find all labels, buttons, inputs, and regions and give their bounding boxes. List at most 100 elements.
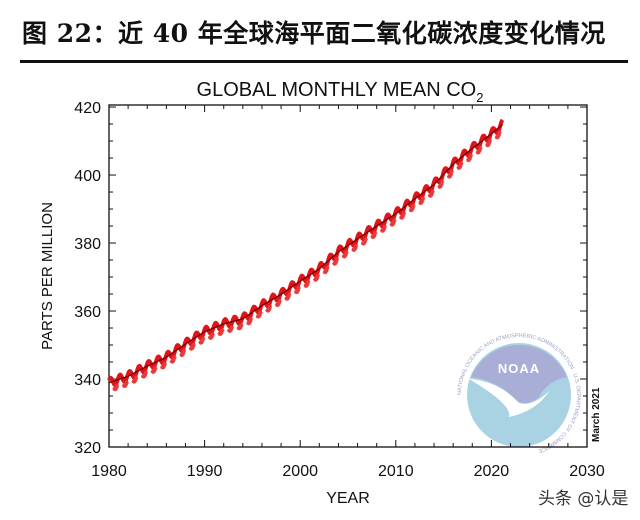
plot-frame bbox=[108, 104, 588, 448]
monthly-data-point bbox=[143, 370, 148, 376]
monthly-data-point bbox=[401, 211, 406, 216]
monthly-data-point bbox=[411, 203, 416, 209]
heading-rule bbox=[20, 60, 628, 63]
x-tick-label: 2030 bbox=[569, 463, 605, 480]
monthly-data-point bbox=[324, 267, 329, 273]
y-tick-label: 340 bbox=[74, 372, 101, 389]
y-tick-label: 380 bbox=[74, 236, 101, 253]
monthly-data-point bbox=[429, 191, 434, 197]
monthly-data-point bbox=[419, 198, 425, 204]
monthly-data-point bbox=[353, 243, 359, 249]
monthly-data-point bbox=[258, 310, 263, 315]
trend-line bbox=[108, 123, 504, 384]
monthly-data-point bbox=[133, 375, 139, 381]
monthly-data-point bbox=[286, 292, 292, 297]
monthly-data-point bbox=[439, 182, 444, 187]
x-tick-label: 1990 bbox=[187, 463, 223, 480]
monthly-data-point bbox=[467, 155, 473, 161]
monthly-data-point bbox=[219, 328, 225, 333]
y-tick-label: 400 bbox=[74, 168, 101, 185]
y-tick-label: 320 bbox=[74, 440, 101, 457]
monthly-data-point bbox=[333, 259, 339, 264]
monthly-data-point bbox=[228, 327, 234, 332]
monthly-data-point bbox=[372, 230, 378, 236]
date-annotation: March 2021 bbox=[591, 387, 602, 442]
monthly-data-point bbox=[153, 366, 158, 371]
monthly-data-point bbox=[133, 377, 138, 383]
monthly-data-point bbox=[210, 332, 215, 337]
monthly-data-point bbox=[315, 273, 320, 278]
monthly-data-point bbox=[172, 355, 177, 360]
monthly-data-point bbox=[181, 348, 187, 354]
monthly-data-point bbox=[487, 138, 493, 144]
monthly-data-point bbox=[449, 169, 454, 174]
monthly-data-point bbox=[372, 233, 377, 238]
monthly-data-point bbox=[343, 252, 348, 257]
monthly-data-point bbox=[286, 294, 291, 300]
monthly-data-point bbox=[113, 385, 119, 391]
monthly-data-point bbox=[295, 288, 301, 293]
monthly-data-point bbox=[200, 336, 206, 341]
monthly-data-point bbox=[238, 324, 243, 330]
x-axis-label: YEAR bbox=[326, 490, 370, 507]
monthly-data-point bbox=[410, 206, 415, 211]
monthly-data-point bbox=[142, 372, 148, 378]
monthly-data-point bbox=[248, 316, 254, 322]
monthly-data-point bbox=[314, 275, 320, 281]
monthly-data-point bbox=[334, 256, 340, 262]
monthly-data-point bbox=[420, 196, 426, 201]
monthly-data-point bbox=[277, 298, 282, 304]
monthly-mean-line bbox=[107, 118, 505, 387]
monthly-data-point bbox=[458, 161, 464, 166]
monthly-data-point bbox=[114, 383, 120, 389]
monthly-data-point bbox=[381, 226, 387, 232]
chart-title-subscript: 2 bbox=[476, 90, 483, 105]
monthly-data-point bbox=[305, 279, 311, 285]
monthly-data-point bbox=[362, 239, 367, 244]
monthly-data-point bbox=[344, 250, 349, 255]
monthly-data-point bbox=[352, 246, 358, 251]
x-tick-label: 2010 bbox=[378, 463, 414, 480]
monthly-data-point bbox=[382, 224, 387, 230]
y-tick-label: 360 bbox=[74, 304, 101, 321]
monthly-data-point bbox=[180, 351, 186, 356]
logo-bird bbox=[469, 379, 549, 417]
monthly-data-point bbox=[239, 322, 244, 328]
monthly-data-point bbox=[478, 146, 483, 151]
logo-text: NOAA bbox=[498, 361, 540, 376]
monthly-data-point bbox=[200, 338, 205, 344]
monthly-data-point bbox=[439, 179, 445, 185]
monthly-data-point bbox=[191, 342, 196, 347]
monthly-data-point bbox=[162, 361, 167, 367]
y-tick-label: 420 bbox=[74, 100, 101, 117]
monthly-data-point bbox=[123, 382, 128, 387]
logo-sky bbox=[471, 345, 567, 404]
monthly-data-point bbox=[486, 141, 492, 146]
monthly-data-point bbox=[209, 334, 214, 339]
monthly-data-point bbox=[305, 281, 310, 287]
monthly-data-point bbox=[267, 304, 273, 309]
monthly-data-point bbox=[276, 301, 281, 306]
monthly-data-point bbox=[171, 357, 176, 363]
monthly-data-point bbox=[257, 312, 262, 318]
monthly-data-point bbox=[458, 163, 463, 169]
monthly-data-point bbox=[477, 148, 482, 153]
x-tick-label: 2020 bbox=[474, 463, 510, 480]
chart-title-main: GLOBAL MONTHLY MEAN CO bbox=[197, 79, 477, 101]
monthly-data-point bbox=[190, 344, 195, 350]
y-axis-label: PARTS PER MILLION bbox=[39, 202, 56, 350]
monthly-data-point bbox=[448, 172, 453, 177]
monthly-data-point bbox=[161, 363, 167, 369]
watermark: 头条 @认是 bbox=[538, 489, 629, 509]
monthly-data-point bbox=[391, 220, 396, 226]
x-tick-label: 1980 bbox=[91, 463, 127, 480]
monthly-data-point bbox=[152, 368, 157, 373]
monthly-data-point bbox=[400, 213, 406, 219]
monthly-data-point bbox=[247, 319, 253, 324]
monthly-data-point bbox=[392, 218, 397, 223]
chart-title: GLOBAL MONTHLY MEAN CO2 bbox=[197, 79, 484, 105]
x-tick-label: 2000 bbox=[282, 463, 318, 480]
monthly-data-point bbox=[124, 380, 129, 385]
